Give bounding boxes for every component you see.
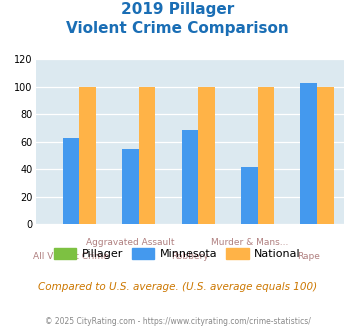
Bar — [300, 83, 317, 224]
Bar — [63, 138, 80, 224]
Text: Rape: Rape — [297, 252, 320, 261]
Text: Aggravated Assault: Aggravated Assault — [86, 238, 175, 247]
Text: Robbery: Robbery — [171, 252, 209, 261]
Bar — [182, 129, 198, 224]
Text: Compared to U.S. average. (U.S. average equals 100): Compared to U.S. average. (U.S. average … — [38, 282, 317, 292]
Text: All Violent Crime: All Violent Crime — [33, 252, 109, 261]
Bar — [258, 87, 274, 224]
Text: 2019 Pillager: 2019 Pillager — [121, 2, 234, 16]
Legend: Pillager, Minnesota, National: Pillager, Minnesota, National — [50, 243, 305, 263]
Bar — [317, 87, 334, 224]
Text: Violent Crime Comparison: Violent Crime Comparison — [66, 21, 289, 36]
Bar — [139, 87, 155, 224]
Bar — [198, 87, 215, 224]
Bar — [80, 87, 96, 224]
Bar — [241, 167, 258, 224]
Bar — [122, 149, 139, 224]
Text: © 2025 CityRating.com - https://www.cityrating.com/crime-statistics/: © 2025 CityRating.com - https://www.city… — [45, 317, 310, 326]
Text: Murder & Mans...: Murder & Mans... — [211, 238, 288, 247]
